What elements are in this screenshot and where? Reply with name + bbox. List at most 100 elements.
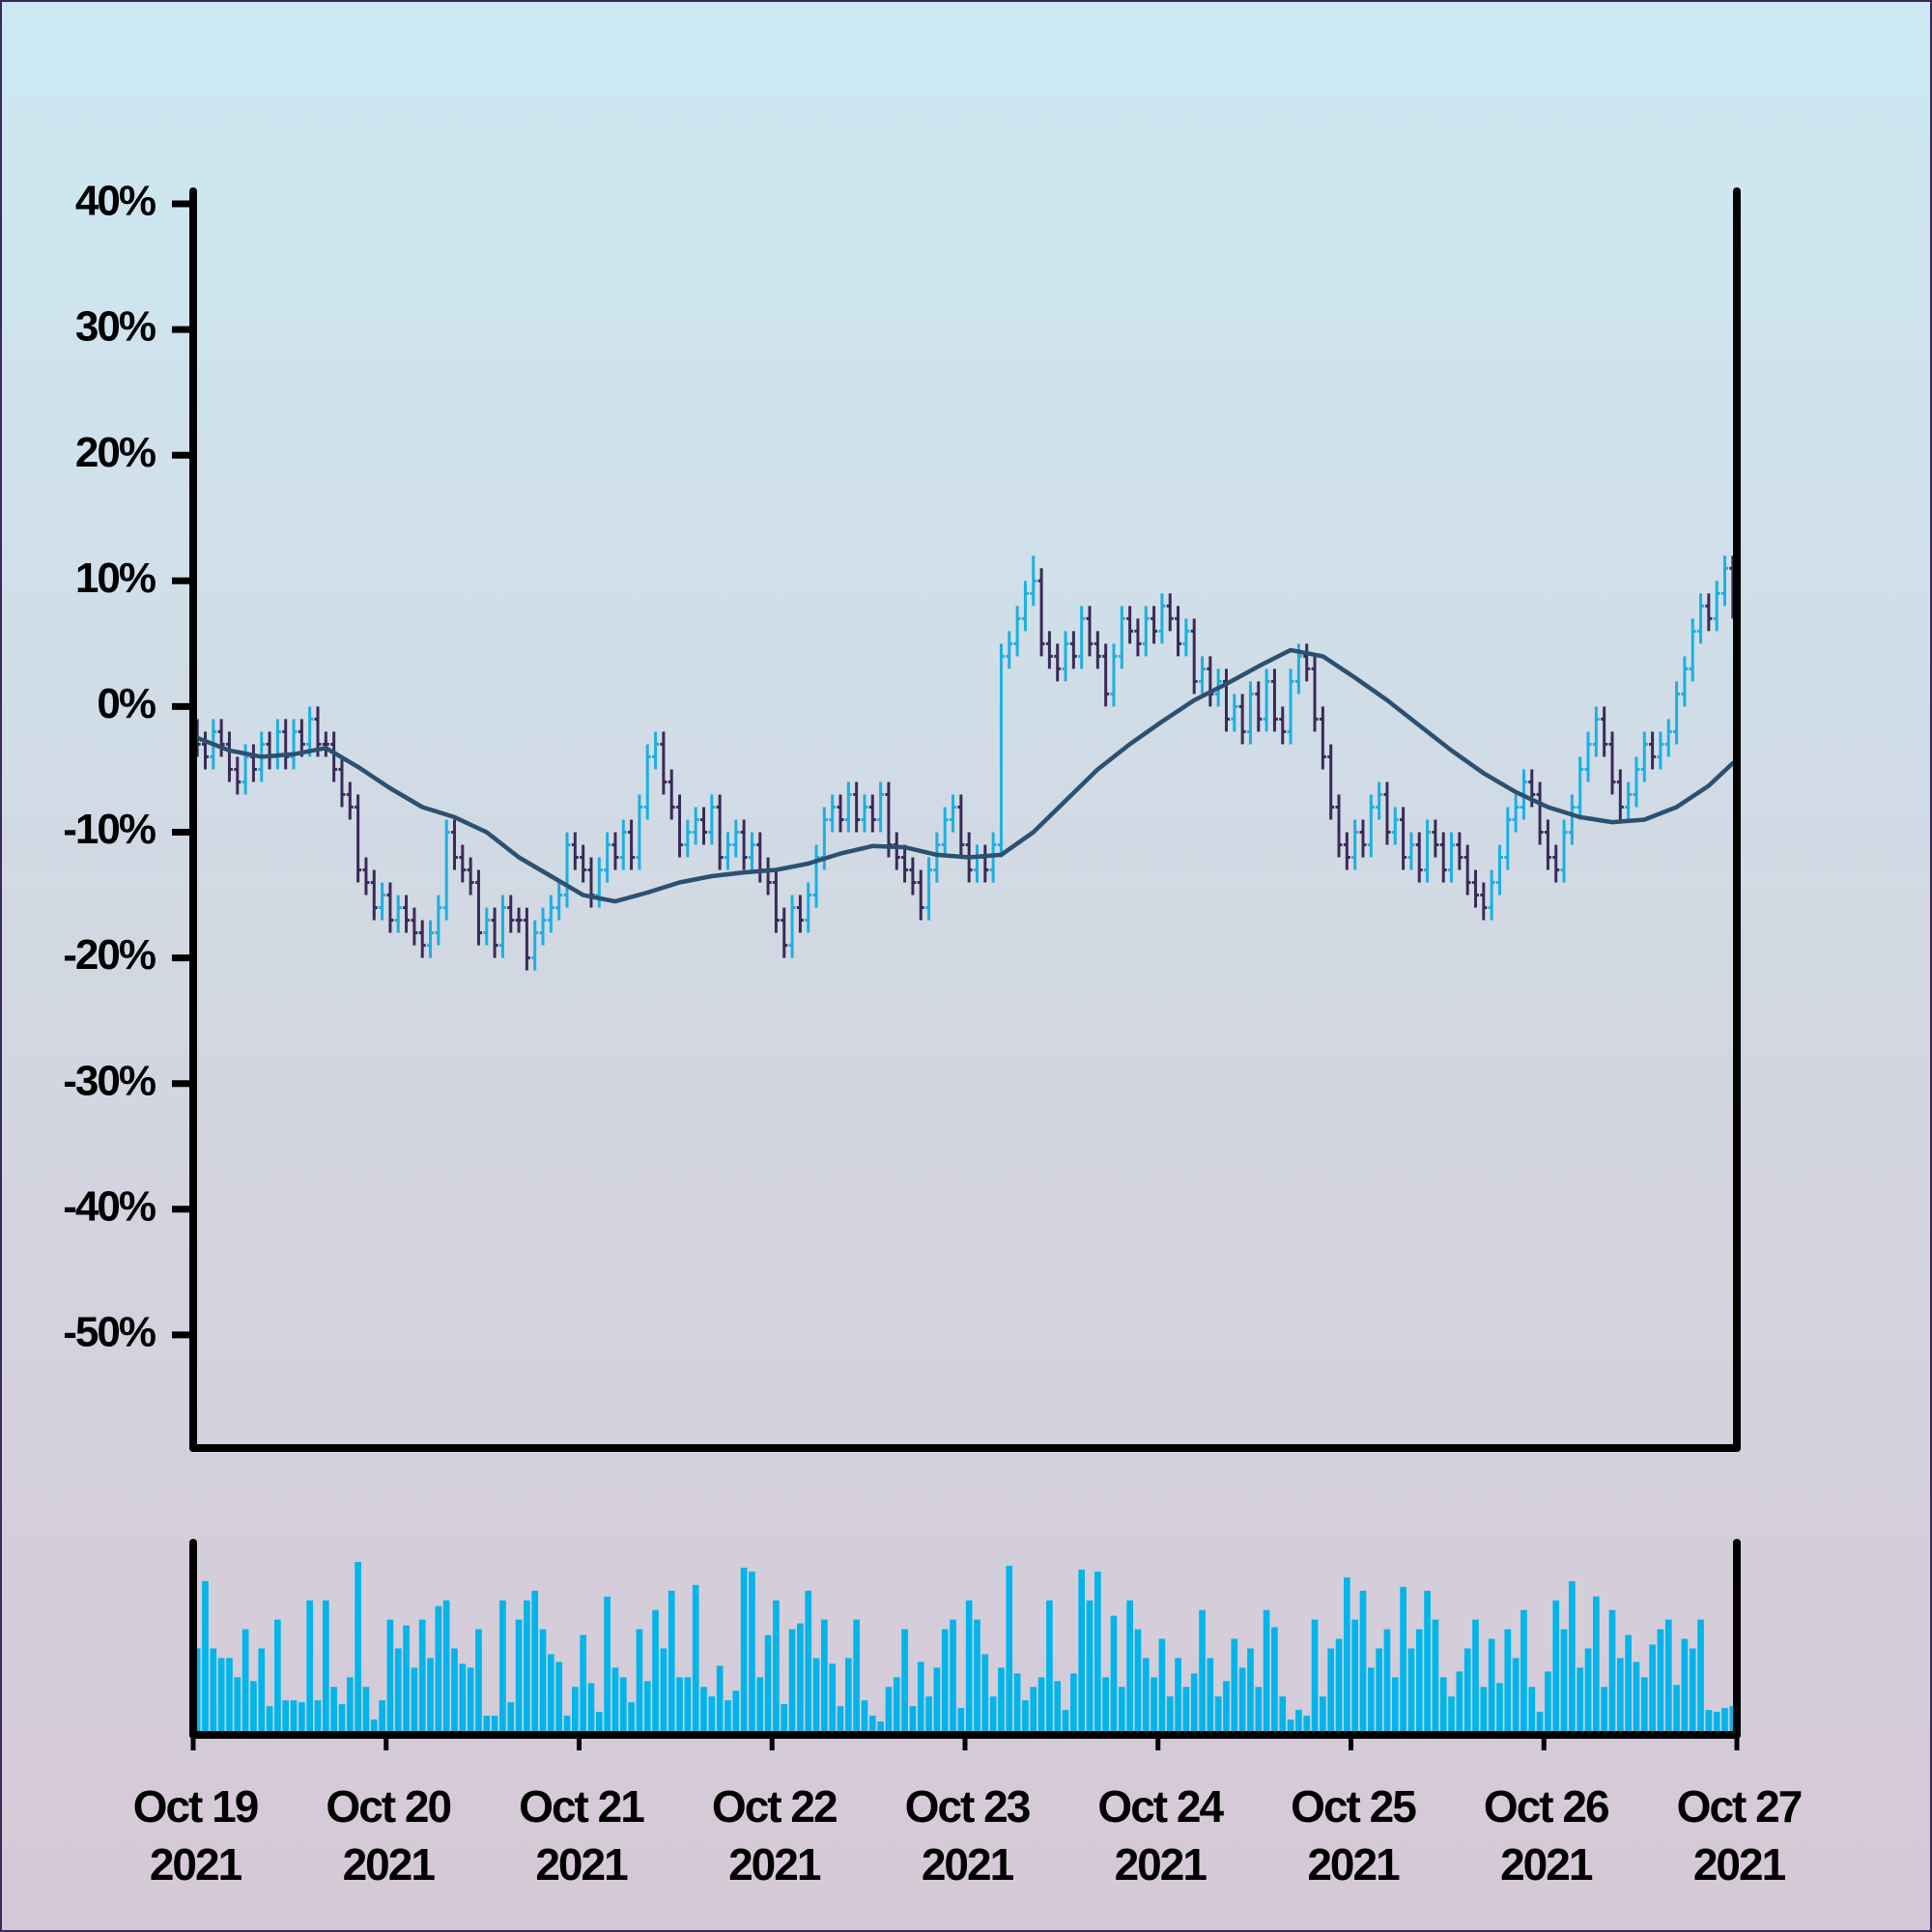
x-tick-label: Oct 26 2021: [1483, 1781, 1610, 1889]
volume-bar: [1030, 1687, 1037, 1735]
volume-bar: [1697, 1619, 1704, 1735]
volume-bar: [555, 1662, 563, 1735]
volume-bar: [1448, 1696, 1455, 1735]
volume-bar: [1463, 1648, 1471, 1735]
volume-bar: [619, 1677, 627, 1735]
y-tick-label: 30%: [75, 303, 156, 351]
volume-bar: [1625, 1634, 1632, 1735]
volume-bar: [330, 1687, 337, 1735]
volume-bar: [499, 1600, 506, 1735]
volume-bar: [1456, 1671, 1463, 1735]
volume-bar: [1528, 1687, 1536, 1735]
volume-bar: [788, 1629, 796, 1735]
volume-bar: [595, 1712, 603, 1735]
volume-bar: [950, 1619, 956, 1735]
volume-bar: [1407, 1648, 1415, 1735]
volume-bar: [451, 1648, 458, 1735]
volume-bar: [531, 1590, 539, 1735]
volume-bar: [427, 1658, 434, 1735]
volume-bar: [1231, 1638, 1238, 1735]
volume-bar: [773, 1600, 780, 1735]
volume-bar: [893, 1677, 900, 1735]
volume-bar: [1118, 1687, 1125, 1735]
volume-bar: [1689, 1648, 1696, 1735]
volume-bar: [812, 1658, 820, 1735]
x-tick-label: Oct 19 2021: [132, 1781, 260, 1889]
volume-bar: [1238, 1667, 1246, 1735]
volume-bar: [1271, 1627, 1278, 1735]
volume-bar: [1705, 1710, 1713, 1735]
volume-bar: [957, 1708, 965, 1735]
volume-bar: [355, 1561, 361, 1735]
x-tick-label: Oct 25 2021: [1291, 1781, 1417, 1889]
x-tick-label: Oct 22 2021: [711, 1781, 838, 1889]
volume-bar: [1070, 1673, 1077, 1735]
volume-bar: [1006, 1565, 1013, 1735]
volume-bar: [998, 1667, 1005, 1735]
volume-bar: [411, 1667, 418, 1735]
volume-bar: [732, 1690, 740, 1735]
volume-bar: [515, 1619, 523, 1735]
volume-bar: [1657, 1629, 1664, 1735]
volume-bar: [1037, 1677, 1045, 1735]
volume-bar: [1664, 1619, 1672, 1735]
volume-bar: [1223, 1681, 1230, 1735]
volume-bar: [885, 1687, 893, 1735]
volume-bar: [386, 1619, 394, 1735]
volume-bar: [1391, 1677, 1399, 1735]
volume-bar: [234, 1677, 242, 1735]
volume-bar: [1207, 1658, 1214, 1735]
volume-bar: [418, 1619, 426, 1735]
volume-bar: [210, 1648, 217, 1735]
volume-bar: [611, 1667, 619, 1735]
volume-bar: [1536, 1712, 1544, 1735]
volume-bar: [901, 1629, 908, 1735]
volume-bar: [974, 1619, 980, 1735]
volume-bar: [580, 1634, 586, 1735]
volume-bar: [829, 1663, 837, 1735]
volume-bar: [403, 1625, 410, 1735]
volume-bar: [394, 1648, 402, 1735]
volume-bar: [1182, 1687, 1190, 1735]
volume-bar: [217, 1658, 225, 1735]
volume-bar: [797, 1623, 804, 1735]
volume-bar: [821, 1619, 828, 1735]
volume-bar: [861, 1700, 868, 1735]
volume-bar: [628, 1702, 635, 1735]
volume-bar: [1102, 1677, 1109, 1735]
x-tick-label: Oct 20 2021: [326, 1781, 452, 1889]
volume-bar: [226, 1658, 233, 1735]
volume-bar: [636, 1629, 643, 1735]
volume-bar: [1158, 1638, 1166, 1735]
volume-bar: [524, 1600, 530, 1735]
volume-bar: [442, 1600, 450, 1735]
volume-bar: [1190, 1673, 1198, 1735]
volume-bar: [379, 1700, 385, 1735]
volume-bar: [1439, 1677, 1447, 1735]
volume-bar: [435, 1605, 442, 1735]
moving-average-line: [194, 647, 1736, 904]
volume-bar: [1255, 1687, 1263, 1735]
volume-bar: [266, 1706, 273, 1735]
volume-bar: [1303, 1716, 1311, 1735]
volume-bar: [1545, 1671, 1551, 1735]
volume-bar: [242, 1629, 249, 1735]
volume-bar: [362, 1687, 370, 1735]
volume-bar: [868, 1716, 876, 1735]
volume-bar: [805, 1590, 812, 1735]
volume-bar: [989, 1696, 997, 1735]
volume-bar: [1046, 1600, 1053, 1735]
volume-bar: [1214, 1696, 1222, 1735]
volume-bar: [1054, 1681, 1062, 1735]
volume-bar: [708, 1696, 716, 1735]
volume-bar: [338, 1704, 346, 1735]
volume-bar: [1472, 1619, 1479, 1735]
volume-bar: [1633, 1662, 1640, 1735]
volume-bar: [1367, 1667, 1375, 1735]
y-tick-label: -50%: [63, 1309, 156, 1356]
volume-bar: [933, 1667, 941, 1735]
volume-bar: [370, 1719, 378, 1735]
volume-bar: [548, 1654, 554, 1735]
x-tick-label: Oct 21 2021: [519, 1781, 645, 1889]
